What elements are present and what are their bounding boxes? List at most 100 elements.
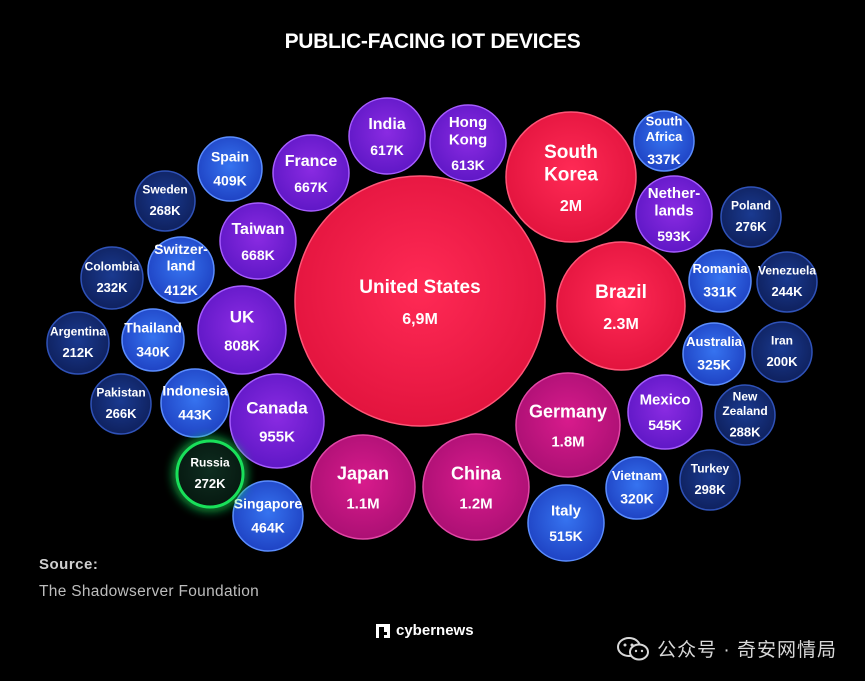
- bubble-circle: [505, 111, 637, 243]
- bubble-country-label: Turkey: [691, 462, 730, 476]
- bubble-country-label: Singapore: [234, 495, 303, 511]
- bubble-country-label: Africa: [646, 129, 684, 144]
- bubble-country-label: UK: [230, 307, 255, 326]
- bubble-value-label: 266K: [105, 406, 137, 421]
- bubble-circle: [422, 433, 530, 541]
- bubble-circle: [756, 251, 818, 313]
- bubble-italy: Italy 515K: [527, 484, 605, 562]
- bubble-country-label: Taiwan: [231, 221, 284, 238]
- wechat-icon: [617, 636, 650, 660]
- bubble-country-label: Kong: [449, 132, 487, 149]
- bubble-brazil: Brazil 2.3M: [556, 241, 686, 371]
- bubble-circle: [633, 110, 695, 172]
- source-name: The Shadowserver Foundation: [39, 583, 260, 600]
- bubble-value-label: 244K: [771, 284, 803, 299]
- bubble-value-label: 288K: [729, 424, 761, 439]
- bubble-country-label: Vietnam: [612, 468, 662, 483]
- bubble-value-label: 200K: [766, 354, 798, 369]
- bubble-circle: [175, 439, 245, 509]
- bubble-country-label: Canada: [246, 398, 308, 417]
- bubble-country-label: Australia: [686, 334, 742, 349]
- bubble-country-label: Germany: [529, 402, 607, 422]
- bubble-value-label: 232K: [96, 280, 128, 295]
- bubble-circle: [160, 368, 230, 438]
- bubble-circle: [682, 322, 746, 386]
- bubble-iran: Iran 200K: [751, 321, 813, 383]
- bubble-circle: [679, 449, 741, 511]
- bubble-indonesia: Indonesia 443K: [160, 368, 230, 438]
- bubble-country-label: France: [285, 153, 338, 170]
- bubble-circle: [294, 175, 546, 427]
- bubble-switzerland: Switzer-land 412K: [147, 236, 215, 304]
- bubble-circle: [429, 104, 507, 182]
- bubble-value-label: 325K: [697, 356, 730, 372]
- bubble-value-label: 617K: [370, 142, 403, 158]
- bubble-circle: [232, 480, 304, 552]
- bubble-circle: [272, 134, 350, 212]
- bubble-circle: [515, 372, 621, 478]
- source-heading: Source:: [39, 556, 99, 573]
- bubble-value-label: 667K: [294, 179, 327, 195]
- bubble-india: India 617K: [348, 97, 426, 175]
- bubble-circle: [229, 373, 325, 469]
- bubble-country-label: Nether-: [648, 185, 701, 202]
- bubble-value-label: 298K: [694, 482, 726, 497]
- bubble-circle: [219, 202, 297, 280]
- bubble-unitedstates: United States 6,9M: [294, 175, 546, 427]
- bubble-value-label: 276K: [735, 219, 767, 234]
- bubble-country-label: Zealand: [722, 404, 767, 418]
- bubble-country-label: Mexico: [640, 392, 691, 409]
- bubble-country-label: Colombia: [85, 260, 140, 274]
- bubble-value-label: 337K: [647, 151, 680, 167]
- bubble-circle: [197, 136, 263, 202]
- bubble-country-label: New: [733, 390, 758, 404]
- brand-logo: cybernews: [376, 622, 474, 639]
- bubble-circle: [714, 384, 776, 446]
- bubble-circle: [310, 434, 416, 540]
- bubble-circle: [80, 246, 144, 310]
- bubble-thailand: Thailand 340K: [121, 308, 185, 372]
- bubble-country-label: Brazil: [595, 282, 647, 303]
- chart-title: PUBLIC-FACING IOT DEVICES: [284, 30, 581, 53]
- bubble-country-label: land: [167, 258, 196, 274]
- bubble-country-label: South: [544, 142, 598, 163]
- bubble-circle: [46, 311, 110, 375]
- bubble-value-label: 443K: [178, 407, 211, 423]
- bubble-value-label: 1.1M: [346, 496, 379, 513]
- bubble-country-label: lands: [654, 203, 693, 220]
- bubble-russia: Russia 272K: [174, 438, 246, 510]
- bubble-country-label: Thailand: [124, 319, 182, 335]
- bubble-netherlands: Nether-lands 593K: [635, 175, 713, 253]
- bubble-value-label: 412K: [164, 282, 197, 298]
- bubble-value-label: 955K: [259, 428, 295, 445]
- bubble-country-label: Argentina: [50, 325, 106, 339]
- bubble-country-label: Indonesia: [162, 382, 228, 398]
- bubble-circle: [605, 456, 669, 520]
- bubble-circle: [348, 97, 426, 175]
- bubble-uk: UK 808K: [197, 285, 287, 375]
- bubble-japan: Japan 1.1M: [310, 434, 416, 540]
- bubble-country-label: Russia: [190, 456, 230, 470]
- bubble-country-label: Hong: [449, 114, 487, 131]
- bubble-poland: Poland 276K: [720, 186, 782, 248]
- bubble-china: China 1.2M: [422, 433, 530, 541]
- bubble-circle: [720, 186, 782, 248]
- bubble-colombia: Colombia 232K: [80, 246, 144, 310]
- bubble-canada: Canada 955K: [229, 373, 325, 469]
- bubble-value-label: 808K: [224, 337, 260, 354]
- cybernews-logo-icon: [376, 623, 390, 638]
- bubble-pakistan: Pakistan 266K: [90, 373, 152, 435]
- bubble-argentina: Argentina 212K: [46, 311, 110, 375]
- bubble-circle: [121, 308, 185, 372]
- bubble-value-label: 545K: [648, 417, 681, 433]
- bubble-mexico: Mexico 545K: [627, 374, 703, 450]
- bubble-germany: Germany 1.8M: [515, 372, 621, 478]
- bubble-country-label: Pakistan: [96, 386, 145, 400]
- bubble-circle: [134, 170, 196, 232]
- bubble-country-label: China: [451, 464, 502, 484]
- bubble-value-label: 668K: [241, 247, 274, 263]
